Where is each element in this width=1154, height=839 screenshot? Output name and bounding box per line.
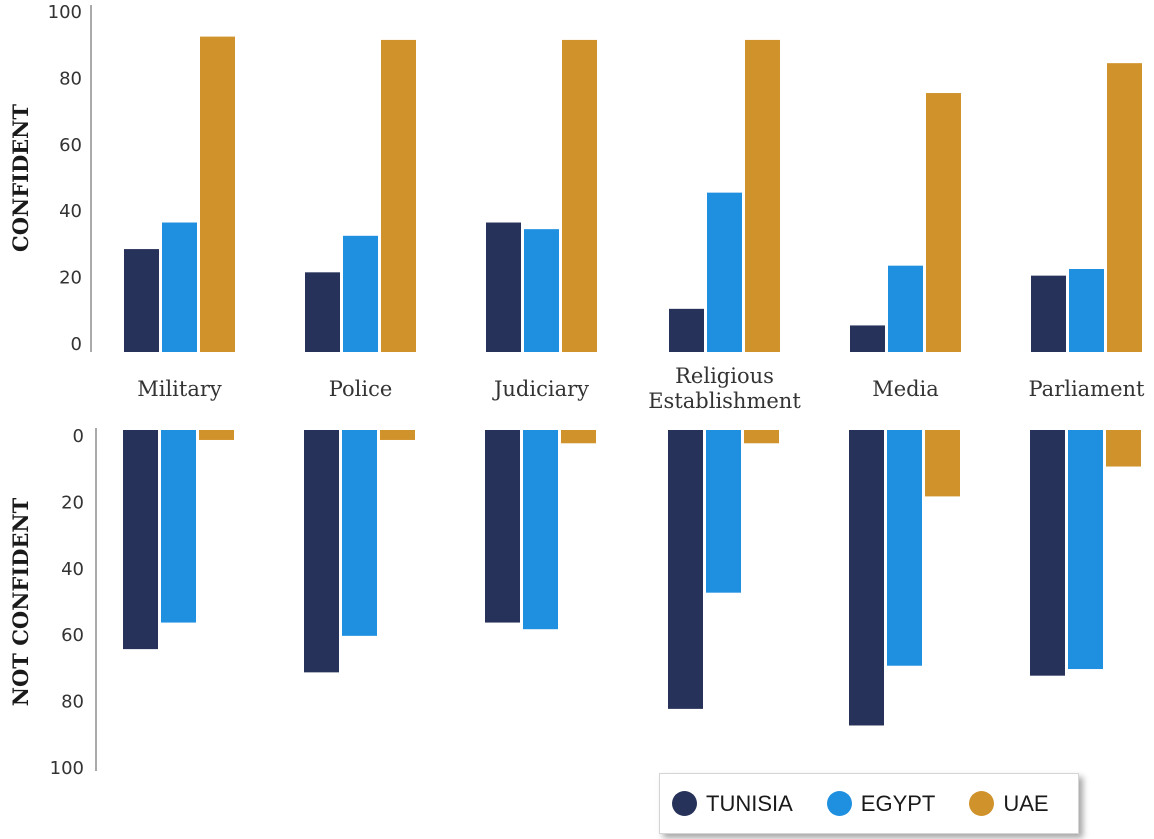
bar-confident-egypt-police — [343, 235, 378, 352]
bar-not-confident-tunisia-police — [304, 430, 339, 673]
top-y-tick-label: 60 — [59, 135, 82, 156]
legend-label-uae: UAE — [1003, 790, 1049, 816]
bar-confident-uae-religious-establishment — [745, 39, 780, 353]
bar-not-confident-tunisia-parliament — [1030, 430, 1065, 676]
bottom-y-axis-label: NOT CONFIDENT — [8, 497, 33, 706]
legend-item-tunisia: TUNISIA — [672, 791, 793, 817]
bar-confident-tunisia-religious-establishment — [669, 308, 704, 352]
bottom-y-tick-label: 0 — [73, 426, 84, 447]
bar-not-confident-egypt-police — [342, 430, 377, 636]
bar-confident-uae-media — [926, 93, 961, 352]
top-y-axis-label: CONFIDENT — [8, 104, 33, 252]
top-y-ticks: 0 20 40 60 80 100 — [48, 2, 82, 355]
bar-confident-uae-parliament — [1107, 63, 1142, 352]
legend: TUNISIA EGYPT UAE — [659, 773, 1079, 834]
bar-not-confident-egypt-judiciary — [523, 430, 558, 630]
bar-confident-tunisia-military — [124, 249, 159, 352]
bar-not-confident-egypt-media — [887, 430, 922, 666]
top-y-tick-label: 100 — [48, 2, 82, 23]
category-label-parliament: Parliament — [1028, 377, 1145, 401]
category-labels: Military Police Judiciary Religious Establis… — [137, 364, 1145, 413]
bottom-y-tick-label: 100 — [50, 758, 84, 779]
bar-confident-tunisia-parliament — [1031, 275, 1066, 352]
bottom-bars — [123, 430, 1141, 726]
top-y-tick-label: 0 — [71, 334, 82, 355]
bar-not-confident-egypt-parliament — [1068, 430, 1103, 670]
bar-not-confident-uae-military — [199, 430, 234, 440]
bar-confident-uae-military — [200, 36, 235, 352]
bar-confident-egypt-media — [888, 265, 923, 352]
legend-label-egypt: EGYPT — [860, 790, 936, 816]
bar-not-confident-uae-religious-establishment — [744, 430, 779, 444]
bar-confident-egypt-judiciary — [524, 229, 559, 352]
bar-confident-tunisia-judiciary — [486, 222, 521, 352]
bottom-y-tick-label: 40 — [61, 559, 84, 580]
uae-swatch-icon — [969, 791, 995, 816]
top-y-tick-label: 40 — [59, 201, 82, 222]
bar-not-confident-uae-media — [925, 430, 960, 497]
top-y-tick-label: 80 — [59, 68, 82, 89]
bar-not-confident-tunisia-military — [123, 430, 158, 650]
legend-item-egypt: EGYPT — [826, 790, 936, 817]
bar-confident-tunisia-police — [305, 272, 340, 352]
bar-not-confident-uae-parliament — [1106, 430, 1141, 467]
legend-item-uae: UAE — [969, 790, 1049, 817]
bar-confident-egypt-parliament — [1069, 269, 1104, 352]
egypt-swatch-icon — [826, 791, 852, 816]
top-y-tick-label: 20 — [59, 268, 82, 289]
category-label-military: Military — [137, 377, 222, 401]
bar-confident-uae-judiciary — [562, 39, 597, 353]
bottom-y-tick-label: 60 — [61, 625, 84, 646]
bar-not-confident-tunisia-media — [849, 430, 884, 726]
bar-not-confident-egypt-religious-establishment — [706, 430, 741, 593]
bar-confident-uae-police — [381, 39, 416, 353]
bar-confident-egypt-religious-establishment — [707, 192, 742, 352]
bar-confident-egypt-military — [162, 222, 197, 352]
bar-not-confident-uae-police — [380, 430, 415, 440]
top-bars — [124, 36, 1142, 353]
category-label-police: Police — [329, 377, 393, 401]
category-label-religious-establishment: Religious Establishment — [648, 364, 801, 413]
tunisia-swatch-icon — [672, 791, 697, 816]
bottom-y-tick-label: 20 — [61, 492, 84, 513]
bottom-y-ticks: 0 20 40 60 80 100 — [50, 426, 84, 779]
bar-not-confident-egypt-military — [161, 430, 196, 623]
bar-not-confident-tunisia-judiciary — [485, 430, 520, 623]
bar-not-confident-uae-judiciary — [561, 430, 596, 444]
bar-confident-tunisia-media — [850, 325, 885, 352]
legend-label-tunisia: TUNISIA — [706, 790, 793, 816]
category-label-media: Media — [872, 377, 939, 401]
bottom-y-tick-label: 80 — [61, 692, 84, 713]
category-label-judiciary: Judiciary — [492, 377, 589, 401]
bar-not-confident-tunisia-religious-establishment — [668, 430, 703, 709]
